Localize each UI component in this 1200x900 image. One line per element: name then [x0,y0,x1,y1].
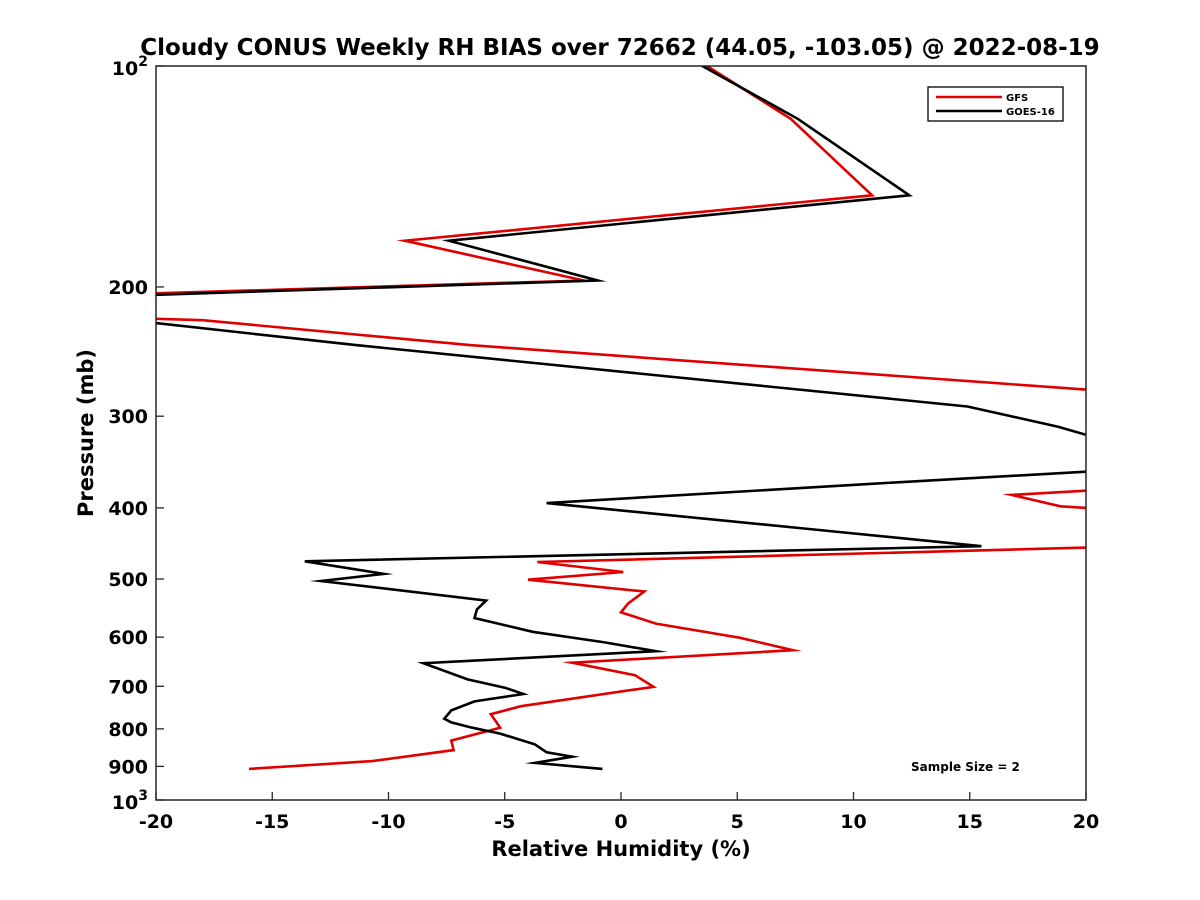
y-tick-label: 400 [108,498,148,520]
x-tick-label: 20 [1073,811,1099,833]
x-tick-label: 5 [731,811,744,833]
y-axis-label: Pressure (mb) [74,349,98,517]
y-tick-label: 600 [108,627,148,649]
legend-box [927,86,1064,122]
x-tick-label: -15 [255,811,289,833]
x-tick-label: -10 [371,811,405,833]
x-axis-label: Relative Humidity (%) [491,837,750,861]
plot-frame [155,65,1087,801]
y-tick-label: 700 [108,676,148,698]
y-tick-label: 800 [108,719,148,741]
y-tick-label: 500 [108,569,148,591]
series-layer [156,66,1086,771]
chart-title: Cloudy CONUS Weekly RH BIAS over 72662 (… [140,35,1099,61]
legend: GFS GOES-16 [927,86,1064,122]
y-tick-label-decade: 102 [112,54,148,80]
legend-label-goes16: GOES-16 [1006,107,1055,118]
y-tick-label: 300 [108,406,148,428]
x-tick-label: 10 [840,811,866,833]
sample-size-annotation: Sample Size = 2 [911,760,1020,774]
x-axis-ticks: -20 -15 -10 -5 0 5 10 15 20 [139,792,1099,833]
y-tick-label: 200 [108,277,148,299]
legend-label-gfs: GFS [1006,93,1028,104]
x-tick-label: 15 [957,811,983,833]
x-tick-label: -5 [494,811,515,833]
x-tick-label: 0 [614,811,627,833]
series-line-goes16 [156,66,1086,771]
series-line-gfs [156,66,1086,771]
x-tick-label: -20 [139,811,173,833]
y-tick-label: 900 [108,756,148,778]
